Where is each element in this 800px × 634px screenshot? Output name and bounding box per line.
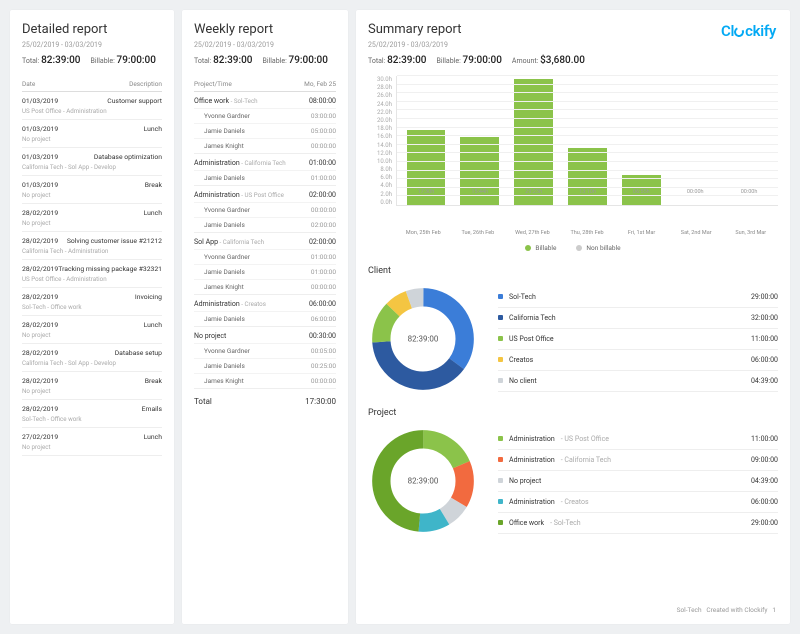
weekly-report-panel: Weekly report 25/02/2019 - 03/03/2019 To… [182, 10, 348, 624]
legend-row: Administration - California Tech09:00:00 [498, 450, 778, 471]
legend-row: Administration - US Post Office11:00:00 [498, 429, 778, 450]
chart-bar: 29:23h [507, 76, 561, 205]
weekly-line: James Knight00:00:00 [194, 279, 336, 294]
logo-o-icon [733, 26, 746, 39]
weekly-group: Sol App - California Tech02:00:00Yvonne … [194, 233, 336, 295]
detailed-row: 01/03/2019LunchNo project [22, 120, 162, 148]
legend-billable: Billable [525, 244, 556, 252]
chart-legend: Billable Non billable [368, 244, 778, 252]
weekly-header: Project/TimeMo, Feb 25 [194, 76, 336, 92]
weekly-title: Weekly report [194, 22, 336, 37]
detailed-row: 28/02/2019Tracking missing package #3232… [22, 260, 162, 288]
weekly-line: Yvonne Gardner00:00:00 [194, 202, 336, 217]
detailed-row: 28/02/2019BreakNo project [22, 372, 162, 400]
weekly-line: Jamie Daniels02:00:00 [194, 217, 336, 232]
detailed-row: 28/02/2019LunchNo project [22, 316, 162, 344]
detailed-row: 28/02/2019LunchNo project [22, 204, 162, 232]
summary-title: Summary report [368, 22, 778, 37]
summary-report-panel: Clckify Summary report 25/02/2019 - 03/0… [356, 10, 790, 624]
legend-row: Creatos06:00:00 [498, 350, 778, 371]
weekly-line: James Knight00:00:00 [194, 138, 336, 153]
weekly-line: Yvonne Gardner03:00:00 [194, 108, 336, 123]
summary-range: 25/02/2019 - 03/03/2019 [368, 41, 778, 49]
detailed-row: 27/02/2019LunchNo project [22, 428, 162, 456]
detailed-row: 01/03/2019Database optimizationCaliforni… [22, 148, 162, 176]
summary-bar-chart: 30.0h28.0h26.0h24.0h22.0h20.0h18.0h16.0h… [368, 76, 778, 252]
weekly-group: Administration - California Tech01:00:00… [194, 154, 336, 186]
detailed-row: 28/02/2019EmailsSol-Tech - Office work [22, 400, 162, 428]
detailed-row: 01/03/2019Customer supportUS Post Office… [22, 92, 162, 120]
page-footer: Sol-Tech Created with Clockify 1 [677, 606, 776, 614]
chart-bar: 00:00h [668, 76, 722, 205]
weekly-totals: Total: 82:39:00 Billable: 79:00:00 [194, 55, 336, 66]
detailed-row: 28/02/2019Database setupCalifornia Tech … [22, 344, 162, 372]
client-donut-center: 82:39:00 [408, 335, 439, 344]
detailed-row: 28/02/2019Solving customer issue #21212C… [22, 232, 162, 260]
summary-totals: Total: 82:39:00 Billable: 79:00:00 Amoun… [368, 55, 778, 66]
project-donut-center: 82:39:00 [408, 477, 439, 486]
legend-row: Office work - Sol-Tech29:00:00 [498, 513, 778, 534]
weekly-range: 25/02/2019 - 03/03/2019 [194, 41, 336, 49]
chart-bar: 06:55h [614, 76, 668, 205]
detailed-title: Detailed report [22, 22, 162, 37]
weekly-line: Jamie Daniels05:00:00 [194, 123, 336, 138]
legend-row: No project04:39:00 [498, 471, 778, 492]
chart-bar: 00:00h [722, 76, 776, 205]
legend-nonbillable: Non billable [576, 244, 620, 252]
weekly-line: Yvonne Gardner01:00:00 [194, 249, 336, 264]
legend-row: US Post Office11:00:00 [498, 329, 778, 350]
weekly-group: Administration - Creatos06:00:00Jamie Da… [194, 295, 336, 327]
chart-bar: 13:10h [561, 76, 615, 205]
chart-bar: 17:30h [399, 76, 453, 205]
project-donut-chart: 82:39:00 [368, 426, 478, 536]
weekly-group: Administration - US Post Office02:00:00Y… [194, 186, 336, 233]
legend-row: Sol-Tech29:00:00 [498, 287, 778, 308]
client-section-title: Client [368, 266, 778, 276]
weekly-line: Jamie Daniels01:00:00 [194, 170, 336, 185]
weekly-total-row: Total17:30:00 [194, 389, 336, 406]
detailed-header: DateDescription [22, 76, 162, 92]
detailed-range: 25/02/2019 - 03/03/2019 [22, 41, 162, 49]
weekly-line: James Knight00:00:00 [194, 373, 336, 388]
weekly-line: Yvonne Gardner00:05:00 [194, 343, 336, 358]
client-donut-chart: 82:39:00 [368, 284, 478, 394]
weekly-group: No project00:30:00Yvonne Gardner00:05:00… [194, 327, 336, 389]
detailed-totals: Total: 82:39:00 Billable: 79:00:00 [22, 55, 162, 66]
weekly-line: Jamie Daniels01:00:00 [194, 264, 336, 279]
weekly-group: Office work - Sol-Tech08:00:00Yvonne Gar… [194, 92, 336, 154]
legend-row: California Tech32:00:00 [498, 308, 778, 329]
legend-row: No client04:39:00 [498, 371, 778, 392]
project-section-title: Project [368, 408, 778, 418]
detailed-row: 28/02/2019InvoicingSol-Tech - Office wor… [22, 288, 162, 316]
detailed-report-panel: Detailed report 25/02/2019 - 03/03/2019 … [10, 10, 174, 624]
legend-row: Administration - Creatos06:00:00 [498, 492, 778, 513]
weekly-line: Jamie Daniels00:25:00 [194, 358, 336, 373]
clockify-logo: Clckify [721, 22, 776, 40]
chart-bar: 15:44h [453, 76, 507, 205]
weekly-line: Jamie Daniels06:00:00 [194, 311, 336, 326]
detailed-row: 01/03/2019BreakNo project [22, 176, 162, 204]
